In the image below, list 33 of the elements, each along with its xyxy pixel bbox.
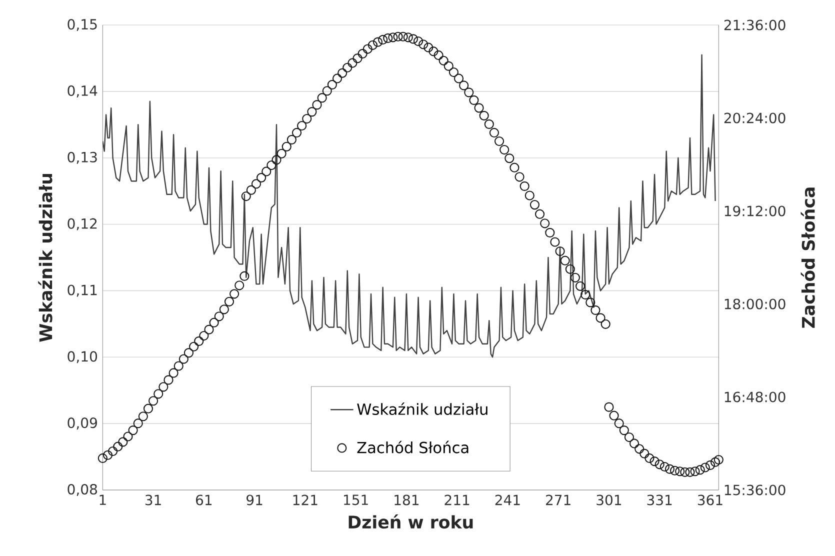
y2-tick-label: 18:00:00	[724, 298, 786, 310]
y2-tick-label: 19:12:00	[724, 206, 786, 216]
line-series	[102, 54, 716, 358]
x-tick-label: 361	[698, 494, 722, 506]
x-tick-label: 31	[145, 494, 161, 506]
x-tick-label: 91	[246, 494, 262, 506]
x-axis-title: Dzień w roku	[348, 514, 473, 529]
legend-label: Wskaźnik udziału	[357, 402, 488, 416]
x-tick-label: 301	[596, 494, 622, 506]
y-tick-label: 0,15	[68, 18, 97, 32]
y2-tick-label: 16:48:00	[724, 392, 786, 402]
y-tick-label: 0,09	[68, 418, 97, 430]
y-tick-label: 0,14	[68, 85, 98, 98]
x-tick-label: 1	[100, 494, 106, 505]
legend-label: Zachód Słońca	[357, 440, 468, 454]
x-tick-label: 181	[394, 494, 419, 506]
y-tick-label: 0,10	[68, 351, 98, 364]
y2-tick-label: 20:24:00	[724, 112, 786, 124]
y-axis-title: Wskaźnik udziału	[38, 174, 52, 342]
x-tick-label: 151	[344, 494, 368, 506]
y2-axis-title: Zachód Słońca	[800, 188, 815, 328]
x-tick-label: 331	[647, 494, 672, 506]
y-tick-label: 0,12	[68, 218, 97, 230]
y2-tick-label: 21:36:00	[724, 20, 786, 30]
x-tick-label: 241	[495, 494, 520, 506]
y-tick-label: 0,13	[68, 152, 97, 164]
y2-tick-label: 15:36:00	[724, 484, 786, 496]
x-tick-label: 61	[196, 494, 212, 506]
y-tick-label: 0,11	[68, 284, 97, 297]
x-tick-label: 211	[444, 494, 470, 506]
y-tick-label: 0,08	[68, 484, 97, 496]
x-tick-label: 121	[293, 494, 318, 506]
x-tick-label: 271	[546, 494, 570, 506]
